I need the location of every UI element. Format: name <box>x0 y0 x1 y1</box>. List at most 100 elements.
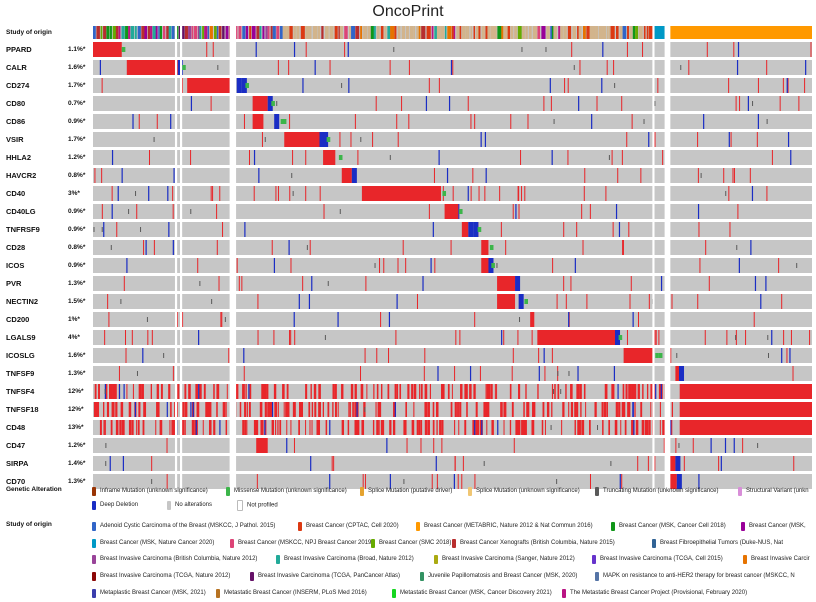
genetic-legend-item: Deep Deletion <box>92 500 138 510</box>
amp-cell <box>551 384 554 399</box>
amp-cell <box>381 384 383 399</box>
deep-deletion-cell <box>787 132 790 147</box>
deep-deletion-cell <box>435 456 437 471</box>
not-profiled-gap <box>652 149 655 166</box>
gene-label-lgals9[interactable]: LGALS9 <box>6 333 36 342</box>
gene-pct-lgals9: 4%* <box>68 334 80 341</box>
amp-cell <box>110 420 113 435</box>
not-profiled-gap <box>174 329 178 346</box>
not-profiled-gap <box>664 77 671 94</box>
missense-mutation-mark <box>182 65 186 70</box>
truncating-mutation-mark <box>556 479 558 484</box>
gene-label-ppard[interactable]: PPARD <box>6 45 32 54</box>
gene-label-cd80[interactable]: CD80 <box>6 99 26 108</box>
gene-label-hhla2[interactable]: HHLA2 <box>6 153 32 162</box>
amp-cell <box>378 402 382 417</box>
not-profiled-gap <box>179 95 183 112</box>
study-legend-item: Breast Invasive Carcinoma (TCGA, Nature … <box>92 571 230 581</box>
gene-label-tnfrsf9[interactable]: TNFRSF9 <box>6 225 40 234</box>
gene-label-cd40[interactable]: CD40 <box>6 189 26 198</box>
amp-cell <box>305 384 308 399</box>
amp-cell <box>728 78 730 93</box>
gene-label-nectin2[interactable]: NECTIN2 <box>6 297 39 306</box>
gene-label-tnfsf4[interactable]: TNFSF4 <box>6 387 35 396</box>
gene-label-cd40lg[interactable]: CD40LG <box>6 207 36 216</box>
study-cell <box>525 26 528 39</box>
amp-cell <box>347 420 350 435</box>
not-profiled-gap <box>179 203 183 220</box>
study-cell <box>440 26 445 39</box>
amp-cell <box>110 384 112 399</box>
amp-block-lgals9 <box>537 330 615 345</box>
amp-cell <box>354 402 356 417</box>
study-cell <box>475 26 479 39</box>
gene-label-pvr[interactable]: PVR <box>6 279 22 288</box>
truncating-mutation-mark <box>403 479 405 484</box>
amp-cell <box>635 420 639 435</box>
amp-cell <box>106 402 110 417</box>
study-cell <box>619 26 623 39</box>
amp-cell <box>474 114 476 129</box>
track-background-tnfsf9 <box>93 366 812 381</box>
study-cell <box>606 26 609 39</box>
amp-cell <box>325 420 328 435</box>
study-cell <box>627 26 629 39</box>
study-legend-item: Juvenile Papillomatosis and Breast Cance… <box>420 571 577 581</box>
gene-label-havcr2[interactable]: HAVCR2 <box>6 171 37 180</box>
amp-cell <box>604 402 607 417</box>
study-cell <box>473 26 476 39</box>
truncating-mutation-mark <box>700 173 702 178</box>
study-cell <box>147 26 150 39</box>
gene-label-cd47[interactable]: CD47 <box>6 441 26 450</box>
deep-deletion-cell <box>754 276 757 291</box>
amp-cell <box>659 402 661 417</box>
deep-deletion-cell <box>248 384 250 399</box>
gene-label-sirpa[interactable]: SIRPA <box>6 459 29 468</box>
amp-cell <box>452 60 454 75</box>
amp-cell <box>459 330 461 345</box>
amp-cell <box>111 402 114 417</box>
not-profiled-gap <box>179 149 183 166</box>
truncating-mutation-mark <box>105 443 107 448</box>
amp-cell <box>704 330 706 345</box>
gene-label-cd48[interactable]: CD48 <box>6 423 26 432</box>
amp-cell <box>692 438 694 453</box>
gene-label-cd28[interactable]: CD28 <box>6 243 26 252</box>
legend-swatch <box>595 571 599 581</box>
not-profiled-gap <box>179 77 183 94</box>
amp-cell <box>354 384 357 399</box>
deep-deletion-cell <box>243 348 245 363</box>
amp-cell <box>583 384 586 399</box>
deep-deletion-cell <box>480 132 482 147</box>
gene-label-icoslg[interactable]: ICOSLG <box>6 351 35 360</box>
amp-cell <box>128 402 132 417</box>
amp-cell <box>544 420 546 435</box>
amp-cell <box>348 402 350 417</box>
study-cell <box>589 26 594 39</box>
gene-label-tnfsf9[interactable]: TNFSF9 <box>6 369 35 378</box>
gene-label-tnfsf18[interactable]: TNFSF18 <box>6 405 39 414</box>
legend-label: Not profiled <box>247 502 278 509</box>
study-cell <box>312 26 318 39</box>
gene-label-calr[interactable]: CALR <box>6 63 27 72</box>
study-cell <box>436 26 441 39</box>
not-profiled-gap <box>664 275 671 292</box>
amp-cell <box>238 276 240 291</box>
gene-label-vsir[interactable]: VSIR <box>6 135 24 144</box>
not-profiled-gap <box>174 25 178 40</box>
gene-label-cd70[interactable]: CD70 <box>6 477 26 486</box>
gene-label-cd200[interactable]: CD200 <box>6 315 30 324</box>
study-cell <box>334 26 338 39</box>
not-profiled-gap <box>652 203 655 220</box>
amp-cell <box>671 294 673 309</box>
gene-label-cd274[interactable]: CD274 <box>6 81 30 90</box>
study-cell <box>150 26 153 39</box>
study-cell <box>409 26 414 39</box>
amp-cell <box>131 330 133 345</box>
amp-cell <box>323 204 325 219</box>
gene-label-cd86[interactable]: CD86 <box>6 117 26 126</box>
amp-cell <box>601 402 604 417</box>
gene-label-icos[interactable]: ICOS <box>6 261 25 270</box>
amp-cell <box>376 420 379 435</box>
